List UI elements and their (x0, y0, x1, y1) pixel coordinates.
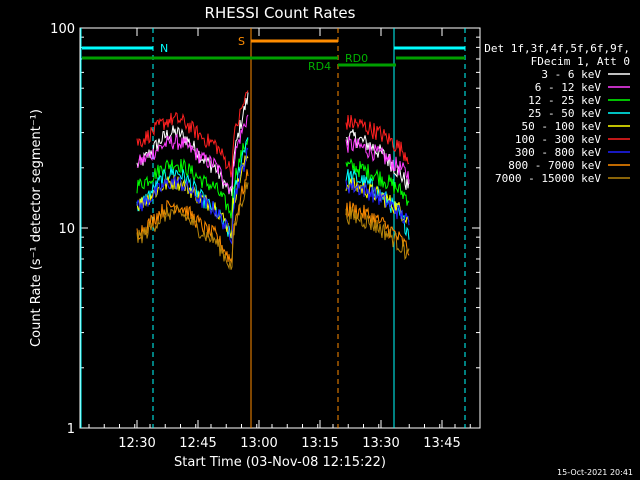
legend-label: 300 - 800 keV (515, 146, 601, 159)
legend-header-line-1: Det 1f,3f,4f,5f,6f,9f, (484, 42, 630, 55)
x-tick-label: 13:00 (240, 436, 277, 451)
legend-label: 12 - 25 keV (528, 94, 601, 107)
legend-header-line-2: FDecim 1, Att 0 (531, 55, 630, 68)
x-tick-label: 13:45 (423, 436, 460, 451)
x-tick-label: 12:45 (179, 436, 216, 451)
legend-label: 25 - 50 keV (528, 107, 601, 120)
series-line-1 (345, 136, 410, 185)
series-line-6 (345, 178, 410, 226)
legend-label: 50 - 100 keV (522, 120, 602, 133)
y-axis-label: Count Rate (s⁻¹ detector segment⁻¹) (29, 109, 44, 347)
chart-title: RHESSI Count Rates (205, 4, 356, 22)
series-line-7 (136, 169, 249, 264)
series-line-7 (345, 201, 410, 256)
series-line-4 (345, 177, 410, 225)
series-line-5 (345, 114, 410, 165)
legend-label: 800 - 7000 keV (508, 159, 601, 172)
series-line-2 (345, 157, 410, 206)
legend-label: 3 - 6 keV (541, 68, 601, 81)
legend-label: 6 - 12 keV (535, 81, 602, 94)
series-line-8 (136, 181, 249, 270)
legend-label: 7000 - 15000 keV (495, 172, 601, 185)
x-tick-label: 13:30 (362, 436, 399, 451)
series-line-3 (345, 168, 410, 240)
flag-label-night: N (160, 42, 168, 55)
footer-date: 15-Oct-2021 20:41 (557, 468, 633, 477)
plot-layer (80, 28, 480, 429)
series-line-2 (136, 138, 249, 219)
series-line-1 (136, 114, 249, 194)
x-tick-label: 12:30 (118, 436, 155, 451)
x-tick-label: 13:15 (301, 436, 338, 451)
x-axis-label: Start Time (03-Nov-08 12:15:22) (174, 455, 386, 470)
y-tick-label: 1 (67, 422, 75, 437)
flag-label-rd4: RD4 (308, 60, 331, 73)
series-line-5 (136, 90, 249, 178)
y-tick-label: 10 (58, 222, 75, 237)
series-line-8 (345, 206, 410, 261)
y-tick-label: 100 (50, 22, 75, 37)
flag-label-rd0: RD0 (345, 52, 368, 65)
series-line-6 (136, 147, 249, 246)
legend-label: 100 - 300 keV (515, 133, 601, 146)
flag-label-saa: S (238, 35, 245, 48)
